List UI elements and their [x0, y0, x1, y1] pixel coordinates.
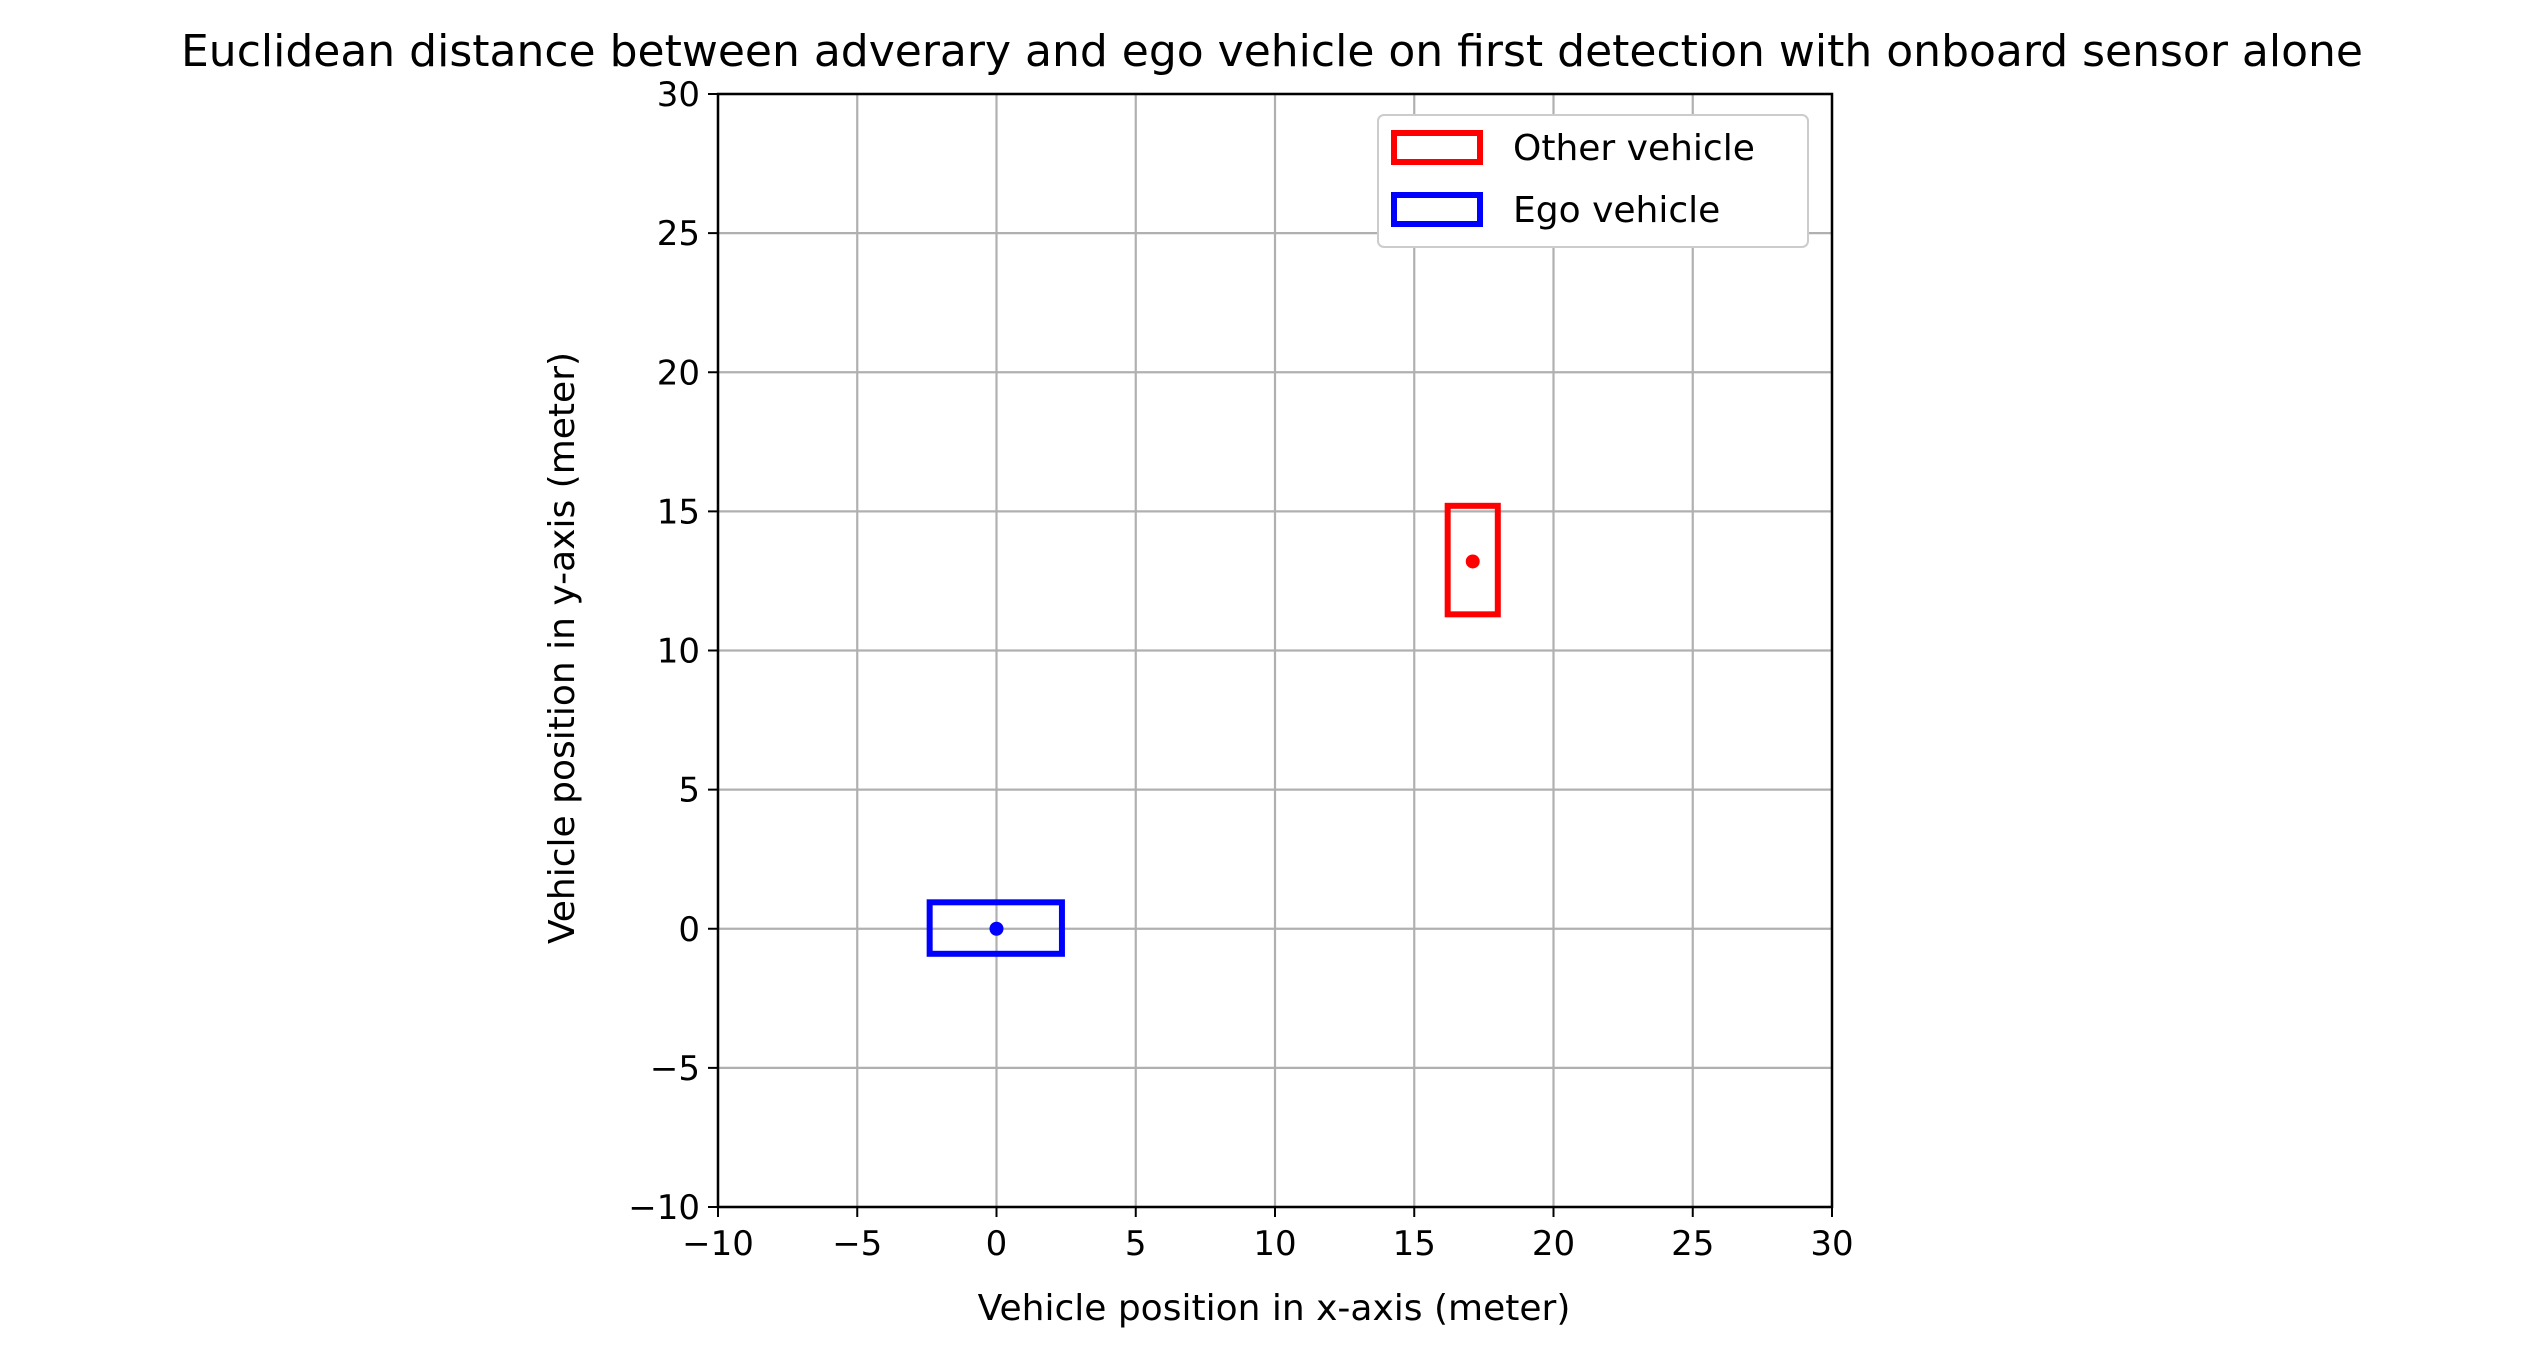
x-tick-label: 30 [1810, 1224, 1853, 1264]
x-tick-label: −5 [832, 1224, 882, 1264]
y-axis-label: Vehicle position in y-axis (meter) [542, 352, 583, 944]
legend-label-other-vehicle: Other vehicle [1513, 128, 1755, 169]
x-axis-label: Vehicle position in x-axis (meter) [978, 1288, 1571, 1329]
ticks: −10 −5 0 5 10 15 20 25 30 −10 −5 0 5 10 15 20 25 30 [628, 75, 1853, 1264]
legend-swatch-other-vehicle [1391, 130, 1483, 165]
x-tick-label: 15 [1393, 1224, 1436, 1264]
legend: Other vehicle Ego vehicle [1377, 114, 1809, 248]
other-vehicle-bounding-box [1444, 502, 1501, 618]
y-tick-label: 0 [678, 910, 700, 950]
grid [716, 92, 1834, 1209]
y-tick-label: 15 [657, 492, 700, 532]
y-tick-label: 30 [657, 75, 700, 115]
y-tick-label: 20 [657, 353, 700, 393]
x-tick-label: −10 [682, 1224, 754, 1264]
y-tick-label: −5 [650, 1049, 700, 1089]
ego-vehicle-bounding-box [926, 899, 1065, 957]
legend-swatch-ego-vehicle [1391, 192, 1483, 227]
x-tick-label: 20 [1532, 1224, 1575, 1264]
other-vehicle-center-point [1465, 554, 1480, 569]
chart-title: Euclidean distance between adverary and … [181, 26, 2363, 77]
series-layer [926, 502, 1501, 957]
ego-vehicle-center-point [989, 921, 1004, 936]
y-tick-label: 5 [678, 771, 700, 811]
y-tick-label: 25 [657, 214, 700, 254]
x-tick-label: 0 [986, 1224, 1008, 1264]
legend-label-ego-vehicle: Ego vehicle [1513, 190, 1720, 231]
legend-frame [1377, 114, 1809, 248]
x-tick-label: 5 [1125, 1224, 1147, 1264]
x-tick-label: 10 [1253, 1224, 1296, 1264]
y-tick-label: 10 [657, 632, 700, 672]
y-tick-label: −10 [628, 1188, 700, 1228]
x-tick-label: 25 [1671, 1224, 1714, 1264]
